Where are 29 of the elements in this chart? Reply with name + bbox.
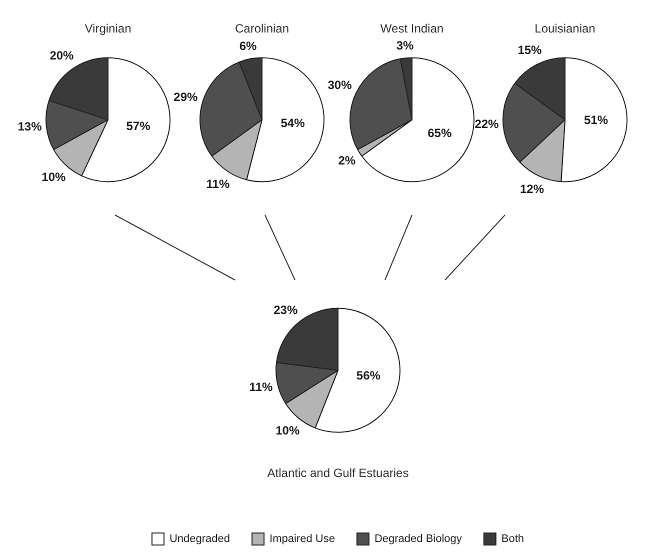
- data-label: 13%: [18, 119, 42, 134]
- legend-label: Both: [501, 533, 524, 546]
- data-label: 6%: [239, 38, 258, 53]
- data-label: 65%: [428, 126, 452, 140]
- chart-title: Louisianian: [534, 22, 596, 36]
- data-label: 29%: [174, 90, 198, 104]
- chart-title: Carolinian: [234, 22, 290, 36]
- data-label: 23%: [274, 303, 298, 318]
- data-label: 12%: [520, 182, 544, 196]
- data-label: 54%: [280, 116, 306, 130]
- data-label: 20%: [50, 48, 74, 62]
- data-label: 10%: [42, 170, 66, 184]
- chart-title: Virginian: [84, 22, 132, 36]
- data-label: 22%: [474, 116, 500, 131]
- legend-label: Impaired Use: [270, 533, 335, 546]
- data-label: 11%: [249, 380, 273, 394]
- chart-title: West Indian: [380, 22, 444, 36]
- legend-label: Undegraded: [169, 533, 230, 546]
- legend-label: Degraded Biology: [374, 533, 462, 546]
- data-label: 56%: [356, 368, 381, 382]
- data-label: 51%: [584, 112, 608, 127]
- data-label: 15%: [518, 42, 542, 57]
- text: Atlantic and Gulf Estuaries: [267, 466, 409, 480]
- data-label: 57%: [126, 118, 151, 133]
- data-label: 2%: [338, 153, 356, 168]
- data-label: 10%: [276, 424, 300, 438]
- data-label: 3%: [396, 38, 414, 53]
- data-label: 11%: [206, 176, 230, 191]
- data-label: 30%: [328, 78, 352, 92]
